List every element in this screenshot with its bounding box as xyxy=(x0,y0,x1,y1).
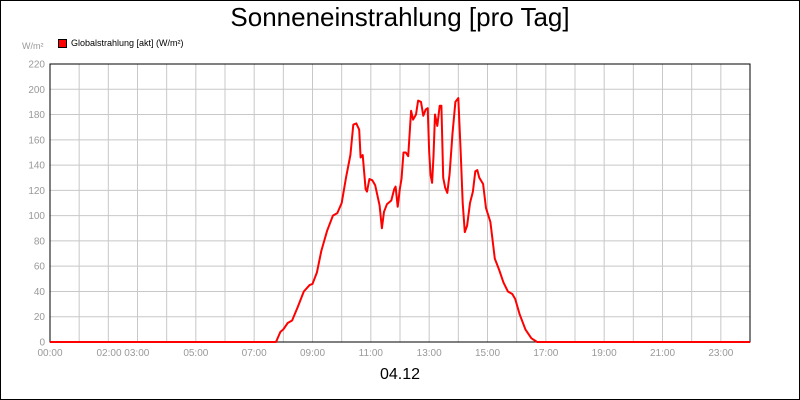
chart-title: Sonneneinstrahlung [pro Tag] xyxy=(230,2,570,32)
y-tick-label: 60 xyxy=(34,262,46,273)
x-tick-label: 13:00 xyxy=(417,348,442,359)
y-axis-unit-label: W/m² xyxy=(22,41,44,51)
x-tick-label: 00:00 xyxy=(37,348,62,359)
y-tick-label: 100 xyxy=(28,211,45,222)
x-tick-label: 09:00 xyxy=(300,348,325,359)
y-tick-label: 200 xyxy=(28,85,45,96)
series-line xyxy=(50,97,750,343)
x-tick-label: 17:00 xyxy=(533,348,558,359)
date-label: 04.12 xyxy=(379,366,421,383)
y-tick-label: 80 xyxy=(34,236,46,247)
x-tick-label: 15:00 xyxy=(475,348,500,359)
y-tick-label: 0 xyxy=(39,338,45,349)
x-tick-label: 07:00 xyxy=(242,348,267,359)
y-tick-label: 120 xyxy=(28,186,45,197)
x-tick-label: 19:00 xyxy=(592,348,617,359)
x-tick-label: 21:00 xyxy=(650,348,675,359)
legend-label: Globalstrahlung [akt] (W/m²) xyxy=(71,38,184,48)
y-tick-label: 180 xyxy=(28,110,45,121)
plot-border xyxy=(49,63,751,343)
x-tick-label: 02:00 03:00 xyxy=(97,348,150,359)
y-tick-label: 140 xyxy=(28,161,45,172)
y-tick-label: 160 xyxy=(28,135,45,146)
y-tick-label: 40 xyxy=(34,287,46,298)
x-tick-label: 23:00 xyxy=(708,348,733,359)
x-tick-label: 05:00 xyxy=(183,348,208,359)
y-tick-label: 220 xyxy=(28,60,45,71)
y-tick-label: 20 xyxy=(34,312,46,323)
legend-swatch xyxy=(58,38,67,48)
x-tick-label: 11:00 xyxy=(359,348,384,359)
legend: Globalstrahlung [akt] (W/m²) xyxy=(58,38,184,48)
